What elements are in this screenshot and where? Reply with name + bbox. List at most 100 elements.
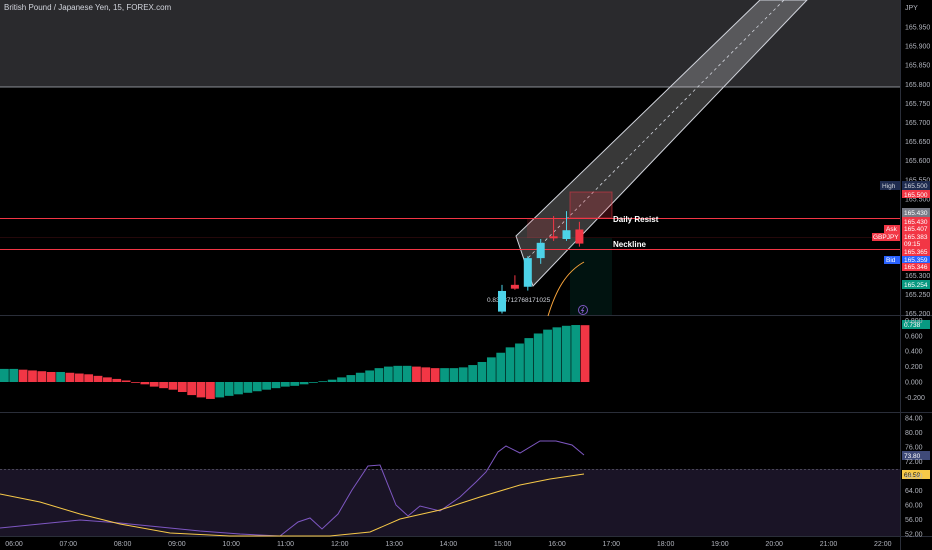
currency-label: JPY	[905, 5, 918, 12]
rsi-tick-label: 56.00	[905, 517, 923, 524]
histogram-bar	[74, 373, 84, 382]
svg-text:165.500: 165.500	[904, 183, 928, 190]
histogram-bar	[468, 365, 478, 382]
oscillator-tick-label: 0.000	[905, 380, 923, 387]
time-tick-label: 17:00	[603, 541, 621, 548]
price-tick-label: 165.250	[905, 292, 930, 299]
risk-box[interactable]	[569, 191, 613, 219]
histogram-bar	[299, 382, 309, 385]
lightning-icon[interactable]	[578, 305, 588, 315]
time-tick-label: 13:00	[385, 541, 403, 548]
time-tick-label: 11:00	[277, 541, 294, 548]
histogram-bar	[365, 370, 375, 382]
histogram-bar	[103, 377, 112, 382]
price-tick-label: 165.700	[905, 120, 930, 127]
oscillator-tick-label: 0.600	[905, 333, 923, 340]
histogram-bar	[93, 375, 103, 382]
price-tags: High 165.500 165.500 165.430 165.430 Ask…	[872, 181, 930, 479]
histogram-bar	[243, 382, 253, 393]
histogram-bar	[149, 382, 159, 387]
price-tick-label: 165.950	[905, 25, 930, 32]
histogram-bar	[290, 382, 300, 386]
candle-body[interactable]	[523, 258, 532, 287]
histogram-bar	[412, 366, 421, 382]
time-tick-label: 07:00	[60, 541, 78, 548]
time-tick-label: 14:00	[440, 541, 458, 548]
histogram-bar	[543, 329, 552, 382]
candlesticks[interactable]	[498, 211, 584, 314]
candle-body[interactable]	[549, 236, 558, 239]
histogram-bar	[28, 370, 37, 382]
histogram-bar	[0, 368, 9, 382]
candle-body[interactable]	[510, 284, 519, 289]
svg-text:0.738: 0.738	[904, 322, 921, 329]
histogram-bar	[337, 377, 346, 382]
histogram-bar	[496, 352, 506, 382]
price-tick-label: 165.500	[905, 196, 930, 203]
time-axis[interactable]: 06:00 07:00 08:00 09:00 10:00 11:00 12:00 13:00…	[5, 541, 891, 548]
svg-text:165.359: 165.359	[904, 257, 928, 264]
rsi-axis: 84.00 80.00 76.00 72.00 68.00 64.00 60.00 56.00…	[905, 416, 923, 539]
oscillator-tick-label: 0.200	[905, 364, 923, 371]
histogram-bar	[449, 368, 459, 382]
histogram-bar	[215, 382, 225, 398]
histogram-bar	[196, 382, 206, 398]
histogram-bar	[318, 381, 328, 383]
histogram-bar	[46, 371, 56, 382]
rsi-tick-label: 60.00	[905, 502, 923, 509]
moving-average-line	[547, 261, 585, 317]
svg-text:68.59: 68.59	[904, 472, 921, 479]
candle-body[interactable]	[498, 290, 506, 312]
histogram-bar	[393, 365, 403, 382]
histogram-bar	[458, 367, 468, 382]
price-tick-label: 165.300	[905, 273, 930, 280]
histogram-bar	[327, 379, 337, 382]
price-axis[interactable]: 165.950 165.900 165.850 165.800 165.750 165.7…	[905, 25, 930, 319]
price-tick-label: 165.900	[905, 44, 930, 51]
time-tick-label: 22:00	[874, 541, 892, 548]
svg-text:High: High	[882, 183, 896, 190]
rsi-tick-label: 84.00	[905, 416, 923, 423]
chart-title: British Pound / Japanese Yen, 15, FOREX.…	[4, 3, 172, 12]
rsi-tick-label: 52.00	[905, 531, 923, 538]
svg-text:165.383: 165.383	[904, 234, 928, 241]
histogram-bar	[355, 372, 365, 382]
time-tick-label: 06:00	[5, 541, 23, 548]
rsi-ma-line	[0, 473, 585, 537]
histogram-bar	[552, 327, 562, 382]
histogram-bar	[440, 368, 449, 382]
price-tick-label: 165.850	[905, 63, 930, 70]
price-tick-label: 165.600	[905, 158, 930, 165]
histogram-bar	[56, 371, 65, 382]
histogram-bar	[571, 325, 581, 382]
svg-text:Ask: Ask	[886, 226, 898, 233]
time-tick-label: 15:00	[494, 541, 512, 548]
candle-body[interactable]	[536, 242, 545, 259]
time-tick-label: 09:00	[168, 541, 186, 548]
svg-text:Bid: Bid	[886, 257, 896, 264]
histogram-bar	[112, 378, 122, 382]
svg-text:165.407: 165.407	[904, 226, 928, 233]
histogram-bar	[224, 382, 234, 396]
rsi-tick-label: 80.00	[905, 430, 923, 437]
time-tick-label: 20:00	[765, 541, 783, 548]
price-tick-label: 165.550	[905, 177, 930, 184]
rsi-tick-label: 72.00	[905, 459, 923, 466]
histogram-bar	[486, 357, 496, 382]
histogram-bar	[262, 382, 271, 390]
oscillator-histogram	[0, 325, 590, 399]
histogram-bar	[309, 382, 318, 383]
histogram-bar	[252, 382, 262, 392]
neckline-label: Neckline	[613, 240, 646, 249]
candle-body[interactable]	[562, 230, 571, 240]
svg-text:165.500: 165.500	[904, 192, 928, 199]
rsi-tick-label: 68.00	[905, 473, 923, 480]
histogram-bar	[430, 368, 440, 382]
histogram-bar	[383, 366, 393, 382]
histogram-bar	[402, 365, 412, 382]
target-box[interactable]	[570, 238, 612, 315]
histogram-bar	[374, 368, 384, 382]
candle-body[interactable]	[575, 229, 584, 244]
price-tick-label: 165.750	[905, 101, 930, 108]
